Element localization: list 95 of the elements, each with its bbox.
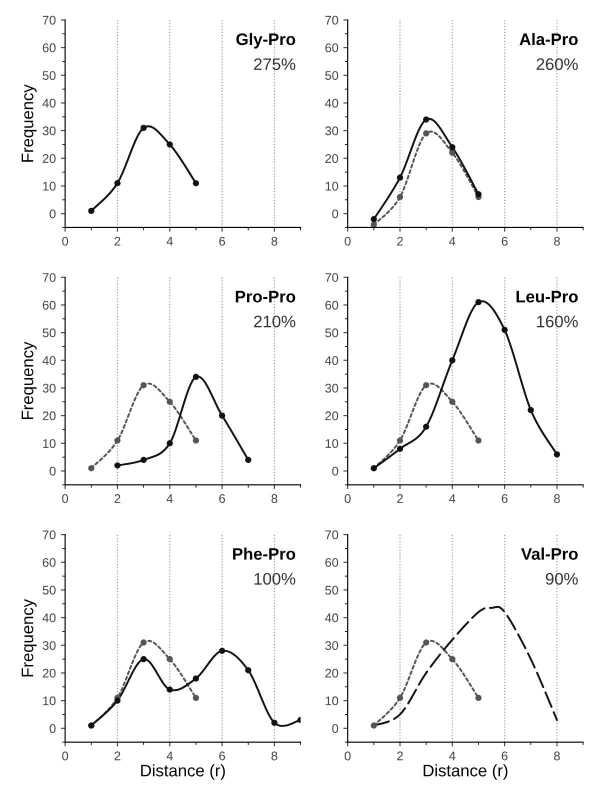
text: Pro-Pro <box>236 290 296 303</box>
y-tick-label: 50 <box>42 71 56 80</box>
y-tick-label: 70 <box>42 530 56 540</box>
x-tick-label: 6 <box>502 494 508 504</box>
y-tick-label: 50 <box>325 71 338 80</box>
y-tick-label: 40 <box>42 98 56 108</box>
text: Leu-Pro <box>516 290 578 303</box>
y-axis-title: Frequency <box>22 342 37 420</box>
x-tick-label: 4 <box>166 494 173 503</box>
x-tick-label: 8 <box>271 494 278 504</box>
y-tick-label: 60 <box>325 43 338 52</box>
y-tick-label: 60 <box>325 558 338 567</box>
x-tick-label: 6 <box>502 236 508 246</box>
y-tick-label: 60 <box>42 558 56 567</box>
y-tick-label: 30 <box>325 641 338 650</box>
x-tick-label: 6 <box>219 236 226 246</box>
y-tick-label: 70 <box>42 273 56 282</box>
y-tick-label: 40 <box>325 98 338 108</box>
y-tick-label: 30 <box>42 126 56 136</box>
y-tick-label: 10 <box>43 182 56 191</box>
x-tick-label: 6 <box>219 752 226 760</box>
annotation: 275% <box>254 58 296 70</box>
y-tick-label: 20 <box>325 668 338 678</box>
y-tick-label: 50 <box>325 328 338 338</box>
y-tick-label: 20 <box>42 668 56 678</box>
x-tick-label: 8 <box>271 752 278 760</box>
y-tick-label: 70 <box>325 273 338 282</box>
x-tick-label: 2 <box>114 494 120 503</box>
y-tick-label: 50 <box>42 328 56 338</box>
x-tick-label: 4 <box>166 236 173 246</box>
y-tick-label: 10 <box>326 439 338 448</box>
x-tick-label: 6 <box>502 752 508 760</box>
x-tick-label: 0 <box>344 752 351 760</box>
x-tick-label: 8 <box>554 494 560 504</box>
x-tick-label: 4 <box>449 236 456 246</box>
y-tick-label: 0 <box>332 209 338 218</box>
x-tick-label: 2 <box>114 236 120 246</box>
y-tick-label: 70 <box>42 16 56 25</box>
y-tick-label: 20 <box>325 411 338 420</box>
text: Gly-Pro <box>236 32 296 48</box>
x-tick-label: 0 <box>62 752 68 760</box>
y-tick-label: 70 <box>325 16 338 25</box>
y-tick-label: 40 <box>42 613 56 622</box>
y-tick-label: 0 <box>50 724 56 733</box>
x-tick-label: 0 <box>62 494 68 504</box>
y-tick-label: 60 <box>42 43 56 52</box>
x-tick-label: 8 <box>554 752 560 760</box>
x-tick-label: 2 <box>397 752 403 760</box>
annotation: 160% <box>537 316 578 328</box>
annotation: 90% <box>546 572 578 585</box>
y-axis-title: Frequency <box>22 599 37 676</box>
y-tick-label: 30 <box>42 641 56 650</box>
y-tick-label: 0 <box>332 466 338 476</box>
y-tick-label: 60 <box>42 300 56 310</box>
y-tick-label: 10 <box>43 696 56 706</box>
y-tick-label: 60 <box>325 300 338 310</box>
x-tick-label: 2 <box>397 494 403 503</box>
y-tick-label: 30 <box>42 384 56 393</box>
x-tick-label: 8 <box>271 236 278 246</box>
y-tick-label: 10 <box>43 439 56 448</box>
y-tick-label: 20 <box>42 411 56 420</box>
x-tick-label: 2 <box>114 752 120 760</box>
x-tick-label: 0 <box>344 494 351 504</box>
x-tick-label: 4 <box>449 752 456 760</box>
y-tick-label: 40 <box>42 356 56 365</box>
y-tick-label: 0 <box>50 466 56 476</box>
y-tick-label: 50 <box>42 586 56 595</box>
x-axis-title: Distance (r) <box>141 764 225 780</box>
annotation: 260% <box>536 58 578 70</box>
text: Ala-Pro <box>520 32 578 46</box>
y-tick-label: 0 <box>332 724 338 733</box>
x-axis-title: Distance (r) <box>424 764 508 780</box>
y-tick-label: 30 <box>325 384 338 393</box>
x-tick-label: 4 <box>166 752 173 760</box>
y-tick-label: 40 <box>325 613 338 622</box>
y-tick-label: 0 <box>50 209 56 218</box>
y-tick-label: 20 <box>325 154 338 163</box>
x-tick-label: 2 <box>397 236 403 246</box>
x-tick-label: 0 <box>62 236 68 246</box>
y-tick-label: 10 <box>326 182 338 191</box>
y-tick-label: 10 <box>326 696 338 706</box>
text: Phe-Pro <box>233 548 296 560</box>
y-tick-label: 30 <box>325 126 338 136</box>
y-tick-label: 50 <box>325 586 338 595</box>
annotation: 210% <box>254 316 296 328</box>
x-tick-label: 8 <box>554 236 560 246</box>
x-tick-label: 0 <box>344 236 351 246</box>
text: Val-Pro <box>521 548 578 560</box>
y-tick-label: 70 <box>325 530 338 540</box>
x-tick-label: 4 <box>449 494 456 503</box>
y-tick-label: 40 <box>325 356 338 365</box>
x-tick-label: 6 <box>219 494 226 504</box>
y-tick-label: 20 <box>42 154 56 163</box>
annotation: 100% <box>254 572 296 585</box>
y-axis-title: Frequency <box>22 84 37 162</box>
